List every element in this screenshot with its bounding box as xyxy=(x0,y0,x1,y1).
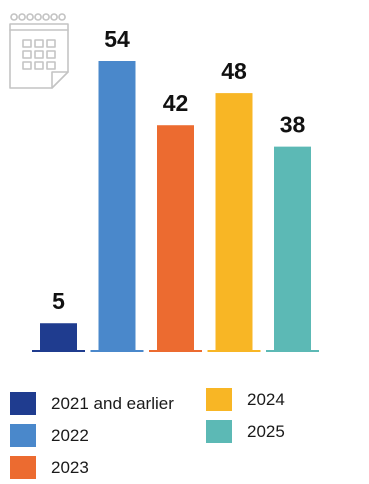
legend-item-2024: 2024 xyxy=(206,385,285,413)
legend-label: 2021 and earlier xyxy=(51,393,174,413)
bar-baseline-segment xyxy=(207,350,261,352)
bar-baseline-segment xyxy=(90,350,144,352)
data-label: 48 xyxy=(221,58,247,84)
legend-item-2021-and-earlier: 2021 and earlier xyxy=(10,389,174,417)
legend-label: 2023 xyxy=(51,457,89,477)
bar-2022 xyxy=(98,61,136,350)
bar-baseline-segment xyxy=(266,350,319,352)
calendar-icon xyxy=(9,13,69,89)
data-label: 38 xyxy=(280,112,306,138)
bar-baseline-segment xyxy=(149,350,202,352)
legend-label: 2024 xyxy=(247,389,285,409)
bar-chart: 5 54 42 48 38 xyxy=(32,26,319,352)
legend-swatch xyxy=(206,387,232,411)
legend-swatch xyxy=(206,419,232,443)
bar-2021-and-earlier xyxy=(40,323,77,350)
legend-item-2022: 2022 xyxy=(10,421,89,449)
legend-swatch xyxy=(10,391,36,415)
bar-2023 xyxy=(157,125,194,350)
legend-label: 2022 xyxy=(51,425,89,445)
data-label: 5 xyxy=(52,288,65,314)
legend-swatch xyxy=(10,455,36,479)
legend-item-2023: 2023 xyxy=(10,453,89,481)
legend-label: 2025 xyxy=(247,421,285,441)
bar-2025 xyxy=(274,146,311,350)
legend-item-2025: 2025 xyxy=(206,417,285,445)
data-label: 42 xyxy=(163,90,189,116)
bar-baseline-segment xyxy=(32,350,85,352)
bar-2024 xyxy=(215,93,253,350)
chart-legend: 2021 and earlier 2022 2023 2024 2025 xyxy=(0,385,369,484)
data-label: 54 xyxy=(104,26,130,52)
legend-swatch xyxy=(10,423,36,447)
